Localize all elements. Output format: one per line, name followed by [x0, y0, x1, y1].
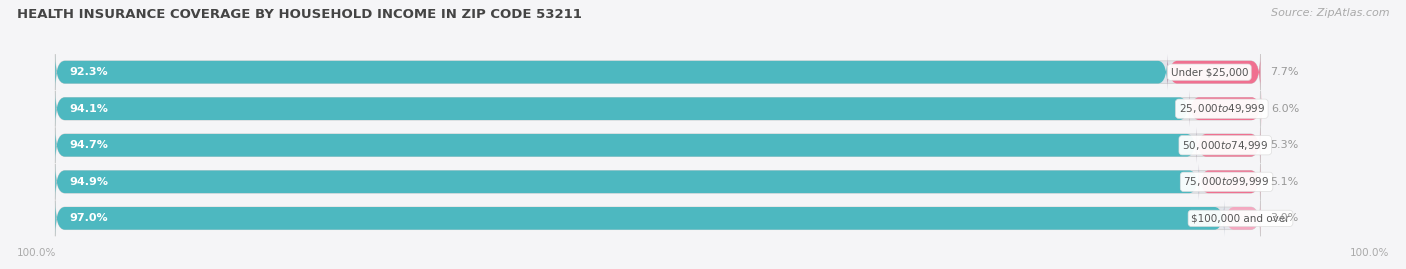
FancyBboxPatch shape [1197, 127, 1260, 163]
Text: 3.0%: 3.0% [1270, 213, 1298, 223]
FancyBboxPatch shape [55, 200, 1225, 236]
Text: 94.1%: 94.1% [70, 104, 108, 114]
Text: 100.0%: 100.0% [17, 248, 56, 258]
Text: 94.7%: 94.7% [70, 140, 108, 150]
Text: 5.3%: 5.3% [1270, 140, 1298, 150]
FancyBboxPatch shape [55, 54, 1260, 90]
FancyBboxPatch shape [55, 164, 1199, 200]
Text: $25,000 to $49,999: $25,000 to $49,999 [1178, 102, 1265, 115]
FancyBboxPatch shape [1225, 200, 1260, 236]
Text: 97.0%: 97.0% [70, 213, 108, 223]
Text: 7.7%: 7.7% [1270, 67, 1299, 77]
FancyBboxPatch shape [1189, 91, 1261, 127]
FancyBboxPatch shape [55, 200, 1260, 236]
FancyBboxPatch shape [1167, 54, 1260, 90]
Text: $50,000 to $74,999: $50,000 to $74,999 [1182, 139, 1268, 152]
Text: Under $25,000: Under $25,000 [1171, 67, 1249, 77]
Text: 5.1%: 5.1% [1270, 177, 1298, 187]
Text: 6.0%: 6.0% [1271, 104, 1299, 114]
FancyBboxPatch shape [55, 164, 1260, 200]
Text: $100,000 and over: $100,000 and over [1191, 213, 1289, 223]
FancyBboxPatch shape [55, 91, 1189, 127]
FancyBboxPatch shape [55, 91, 1260, 127]
Text: $75,000 to $99,999: $75,000 to $99,999 [1184, 175, 1270, 188]
FancyBboxPatch shape [1199, 164, 1260, 200]
Text: 92.3%: 92.3% [70, 67, 108, 77]
Text: Source: ZipAtlas.com: Source: ZipAtlas.com [1271, 8, 1389, 18]
Text: 100.0%: 100.0% [1350, 248, 1389, 258]
Text: HEALTH INSURANCE COVERAGE BY HOUSEHOLD INCOME IN ZIP CODE 53211: HEALTH INSURANCE COVERAGE BY HOUSEHOLD I… [17, 8, 582, 21]
FancyBboxPatch shape [55, 127, 1197, 163]
Text: 94.9%: 94.9% [70, 177, 108, 187]
FancyBboxPatch shape [55, 127, 1260, 163]
FancyBboxPatch shape [55, 54, 1167, 90]
